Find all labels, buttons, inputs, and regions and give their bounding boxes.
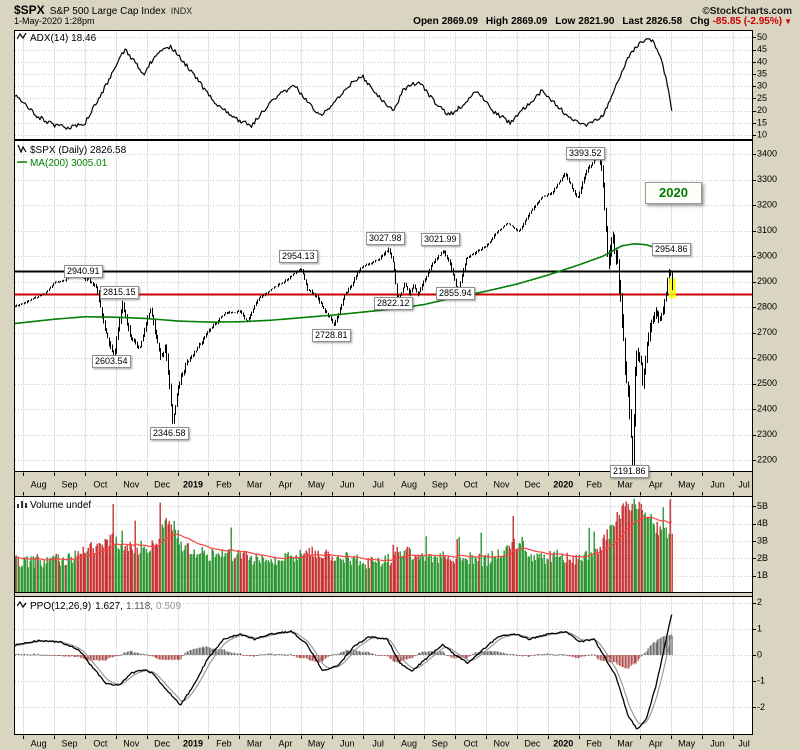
ppo-label: PPO(12,26,9): [30, 600, 92, 612]
price-annotation: 2346.58: [150, 427, 189, 440]
price-annotation: 2728.81: [312, 329, 351, 342]
ppo-panel-title: PPO(12,26,9) 1.627, 1.118, 0.509: [16, 600, 182, 612]
ma-line-icon: [17, 157, 27, 169]
copyright-label: ©StockCharts.com: [702, 6, 792, 17]
price-annotation: 2822.12: [374, 297, 413, 310]
volume-panel-title: Volume undef: [17, 499, 91, 511]
adx-line-icon: [16, 32, 27, 44]
low-value: 2821.90: [578, 16, 615, 27]
price-annotation: 3027.98: [366, 232, 405, 245]
ppo-line-icon: [16, 600, 27, 612]
open-label: Open: [413, 16, 439, 27]
exchange-label: INDX: [170, 6, 193, 16]
chg-down-arrow-icon: ▼: [784, 17, 792, 26]
ppo-value-2: 1.118,: [125, 600, 154, 612]
price-annotation: 3021.99: [421, 233, 460, 246]
price-annotation: 2940.91: [64, 265, 103, 278]
price-annotation: 3393.52: [566, 147, 605, 160]
price-annotation: 2815.15: [100, 286, 139, 299]
adx-label: ADX(14) 18.46: [30, 32, 97, 44]
price-annotation: 2603.54: [92, 355, 131, 368]
price-annotation: 2191.86: [610, 465, 649, 478]
volume-bars-icon: [17, 499, 27, 511]
ma-label: MA(200) 3005.01: [30, 157, 108, 169]
adx-panel-title: ADX(14) 18.46: [16, 32, 97, 44]
chg-value: -85.85 (-2.95%): [712, 16, 783, 27]
ppo-value-1: 1.627,: [95, 600, 123, 612]
last-value: 2826.58: [645, 16, 683, 27]
ma-legend: MA(200) 3005.01: [17, 157, 107, 169]
high-value: 2869.09: [511, 16, 548, 27]
price-label: $SPX (Daily) 2826.58: [30, 144, 127, 156]
last-label: Last: [622, 16, 643, 27]
open-value: 2869.09: [441, 16, 478, 27]
high-label: High: [485, 16, 509, 27]
year-callout: 2020: [645, 182, 702, 204]
quote-header-row: 1-May-2020 1:28pm Open 2869.09 High 2869.09…: [14, 16, 792, 27]
symbol-name: S&P 500 Large Cap Index: [49, 6, 166, 17]
price-series-icon: [17, 144, 27, 156]
price-annotation: 2954.13: [279, 250, 318, 263]
chart-timestamp: 1-May-2020 1:28pm: [14, 16, 95, 26]
price-annotation: 2954.86: [652, 243, 691, 256]
volume-label: Volume undef: [30, 499, 92, 511]
symbol-block: $SPX S&P 500 Large Cap Index INDX: [14, 3, 192, 17]
symbol-ticker: $SPX: [14, 3, 45, 17]
ppo-value-3: 0.509: [156, 600, 182, 612]
chart-header: $SPX S&P 500 Large Cap Index INDX ©Stock…: [14, 3, 792, 17]
price-annotation: 2855.94: [436, 287, 475, 300]
quote-strip: Open 2869.09 High 2869.09 Low 2821.90 Last 2826…: [405, 16, 792, 27]
low-label: Low: [555, 16, 576, 27]
price-panel-title: $SPX (Daily) 2826.58: [17, 144, 126, 156]
chg-label: Chg: [690, 16, 710, 27]
